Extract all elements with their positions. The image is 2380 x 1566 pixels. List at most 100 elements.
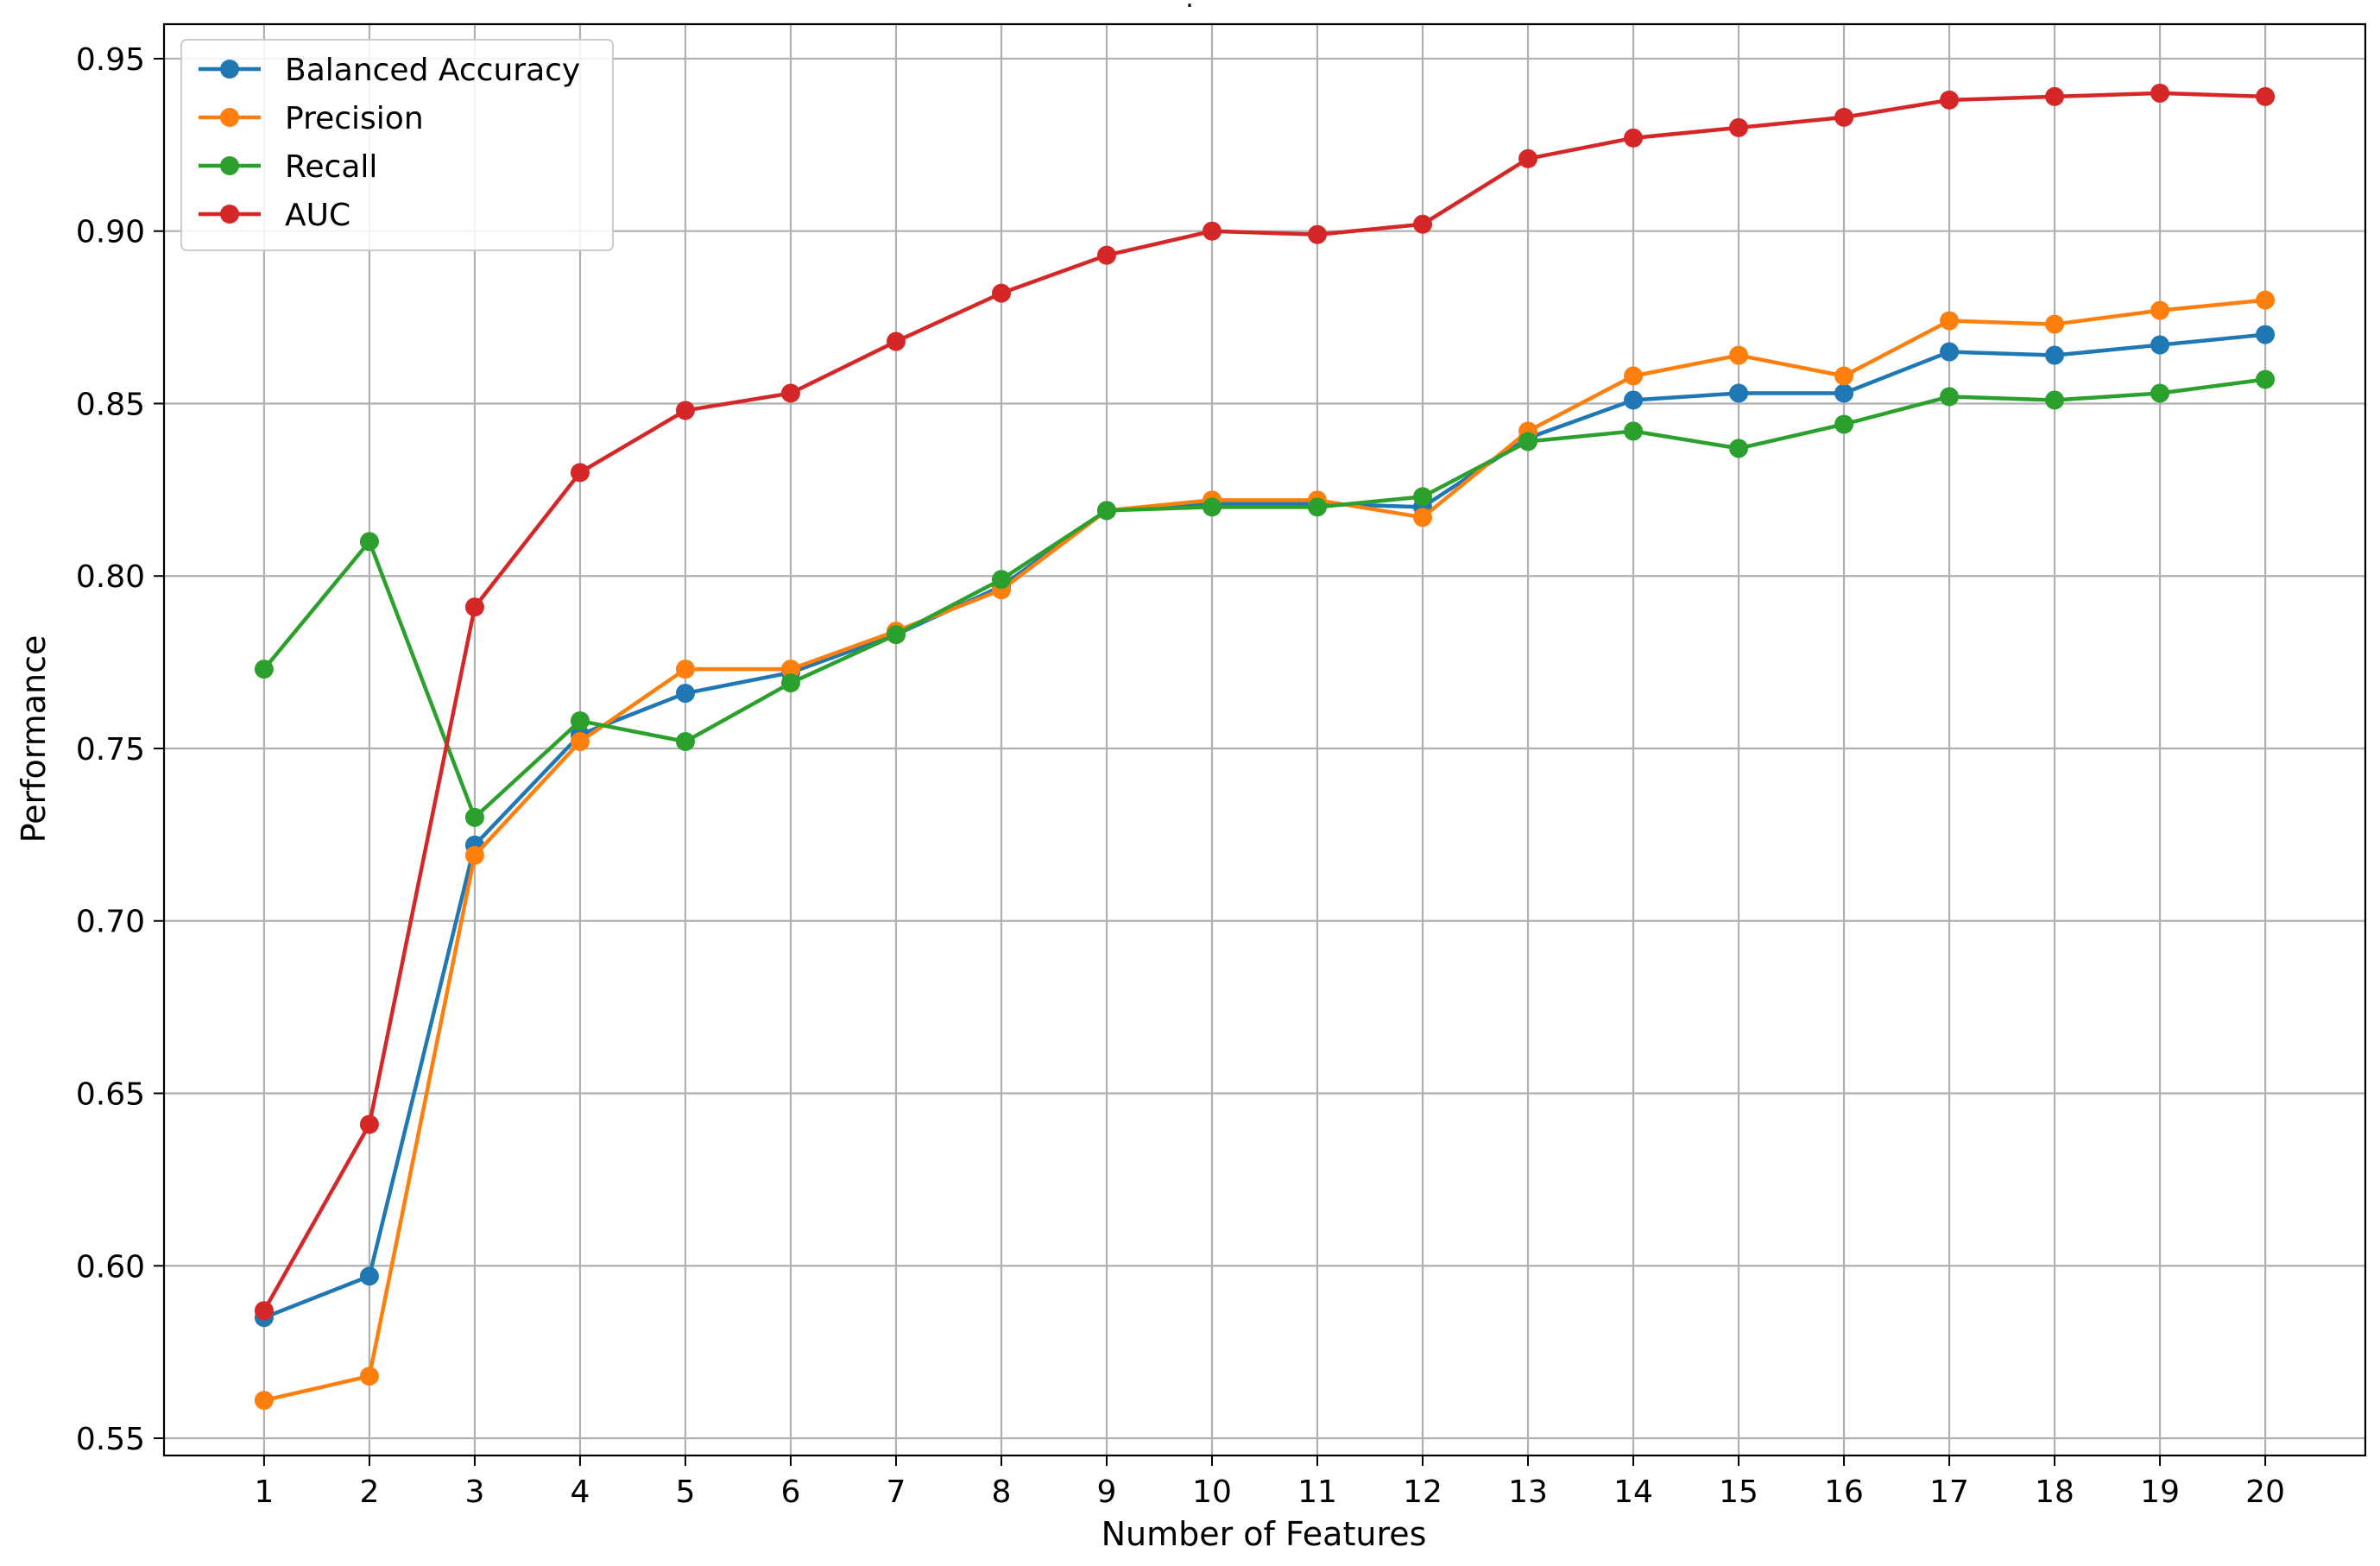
series-line-recall — [262, 377, 2266, 820]
legend-label-precision: Precision — [285, 101, 424, 136]
data-point-recall — [1518, 432, 1538, 451]
series-line-precision — [263, 298, 2266, 1403]
data-point-recall — [1834, 414, 1854, 434]
series-recall — [254, 369, 2276, 827]
data-point-precision — [254, 1391, 274, 1411]
x-tick-label: 5 — [675, 1474, 695, 1510]
legend-label-auc: AUC — [285, 198, 350, 233]
chart-title: . — [1185, 0, 1194, 14]
data-point-recall — [2150, 383, 2170, 403]
data-point-precision — [1834, 366, 1854, 386]
data-point-recall — [675, 731, 695, 751]
data-point-auc — [675, 401, 695, 420]
legend-marker-precision — [220, 108, 239, 127]
y-tick-label: 0.60 — [76, 1249, 145, 1285]
data-point-recall — [2045, 390, 2065, 410]
grid-layer — [164, 24, 2365, 1455]
legend-box — [180, 39, 614, 251]
y-tick-label: 0.80 — [76, 559, 145, 595]
data-point-auc — [1729, 117, 1749, 137]
y-tick-label: 0.90 — [76, 215, 145, 250]
data-point-recall — [570, 711, 590, 731]
data-point-auc — [254, 1301, 274, 1321]
plot-frame — [162, 22, 2367, 1457]
data-point-recall — [1096, 501, 1116, 521]
x-tick-label: 13 — [1508, 1474, 1548, 1510]
data-point-balanced-accuracy — [1834, 383, 1854, 403]
data-point-balanced-accuracy — [1940, 342, 1960, 362]
data-point-auc — [2045, 86, 2065, 106]
data-point-auc — [886, 332, 906, 351]
series-line-balanced-accuracy — [263, 332, 2266, 1320]
legend-marker-auc — [220, 205, 239, 224]
data-point-auc — [1096, 245, 1116, 265]
x-tick-label: 11 — [1297, 1474, 1337, 1510]
legend: Balanced Accuracy Precision Recall AUC — [180, 39, 614, 251]
x-tick-label: 12 — [1403, 1474, 1443, 1510]
data-point-recall — [991, 570, 1011, 590]
series-auc — [254, 83, 2276, 1321]
data-point-auc — [780, 383, 800, 403]
data-point-recall — [1729, 439, 1749, 458]
x-tick-label: 19 — [2140, 1474, 2180, 1510]
data-point-precision — [1413, 508, 1433, 527]
data-point-recall — [1308, 497, 1328, 517]
x-tick-label: 16 — [1824, 1474, 1864, 1510]
data-point-auc — [1518, 148, 1538, 168]
data-point-precision — [464, 845, 484, 865]
data-point-precision — [359, 1367, 379, 1386]
y-tick-label: 0.65 — [76, 1077, 145, 1113]
legend-label-balanced-accuracy: Balanced Accuracy — [285, 53, 580, 88]
data-point-recall — [254, 660, 274, 679]
data-point-balanced-accuracy — [1624, 390, 1644, 410]
data-point-balanced-accuracy — [359, 1266, 379, 1286]
y-tick-label: 0.75 — [76, 732, 145, 767]
legend-label-recall: Recall — [285, 149, 377, 185]
axes-layer: 1 2 3 4 5 6 7 8 9 10 11 12 13 14 15 16 17 18 19 200.550.600… — [76, 22, 2367, 1510]
data-point-auc — [991, 283, 1011, 303]
x-tick-label: 8 — [992, 1474, 1012, 1510]
legend-marker-recall — [220, 156, 239, 175]
data-point-auc — [1940, 90, 1960, 110]
data-point-auc — [570, 463, 590, 483]
y-tick-label: 0.85 — [76, 387, 145, 422]
series-balanced-accuracy — [254, 325, 2276, 1328]
y-tick-label: 0.95 — [76, 42, 145, 78]
data-point-precision — [675, 660, 695, 679]
data-point-balanced-accuracy — [2256, 325, 2276, 344]
data-point-recall — [1413, 487, 1433, 507]
y-tick-label: 0.55 — [76, 1422, 145, 1457]
data-point-auc — [1202, 221, 1222, 241]
x-tick-label: 15 — [1719, 1474, 1758, 1510]
data-point-auc — [2150, 83, 2170, 103]
data-point-auc — [2256, 86, 2276, 106]
series-line-auc — [262, 91, 2266, 1312]
data-point-precision — [1729, 345, 1749, 365]
x-tick-label: 20 — [2245, 1474, 2285, 1510]
data-point-auc — [1308, 224, 1328, 244]
data-point-precision — [570, 731, 590, 751]
data-point-balanced-accuracy — [1729, 383, 1749, 403]
data-point-recall — [1940, 387, 1960, 407]
data-point-precision — [2256, 290, 2276, 310]
x-tick-label: 6 — [781, 1474, 801, 1510]
data-point-precision — [780, 660, 800, 679]
data-point-recall — [1202, 497, 1222, 517]
x-tick-label: 1 — [254, 1474, 274, 1510]
x-tick-label: 3 — [464, 1474, 484, 1510]
data-point-recall — [1624, 421, 1644, 441]
series-layer — [254, 83, 2276, 1411]
data-point-auc — [1413, 214, 1433, 234]
y-tick-label: 0.70 — [76, 905, 145, 940]
x-tick-label: 18 — [2035, 1474, 2074, 1510]
data-point-recall — [780, 673, 800, 693]
data-point-precision — [2045, 314, 2065, 334]
x-axis-label: Number of Features — [1102, 1515, 1427, 1553]
data-point-recall — [2256, 369, 2276, 389]
x-tick-label: 9 — [1097, 1474, 1117, 1510]
x-tick-label: 17 — [1929, 1474, 1969, 1510]
data-point-balanced-accuracy — [675, 684, 695, 704]
x-tick-label: 14 — [1613, 1474, 1653, 1510]
